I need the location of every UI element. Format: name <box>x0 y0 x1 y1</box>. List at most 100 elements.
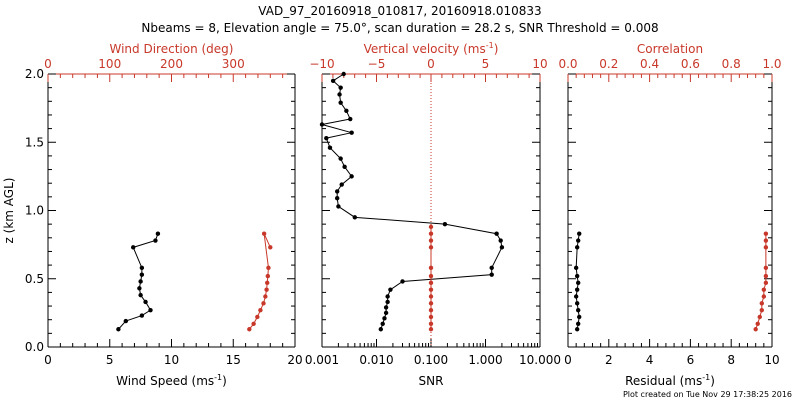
data-point <box>753 327 758 332</box>
x-bottom-tick-label: 0 <box>564 353 572 367</box>
data-point <box>261 301 266 306</box>
data-point <box>761 294 767 299</box>
data-point <box>576 280 581 286</box>
data-point <box>349 174 354 179</box>
x-top-tick-label: 0.2 <box>599 57 618 71</box>
data-point <box>755 321 760 326</box>
data-point <box>428 265 434 271</box>
data-point <box>265 280 270 286</box>
data-point <box>428 245 434 250</box>
data-point <box>763 231 769 236</box>
data-point <box>138 292 143 298</box>
x-bottom-label-wind: Wind Speed (ms-1) <box>116 373 227 388</box>
data-point <box>428 231 434 236</box>
data-point <box>763 273 769 279</box>
data-point <box>385 299 390 305</box>
x-top-tick-label: 1.0 <box>762 57 781 71</box>
data-point <box>255 314 260 320</box>
x-bottom-label-residual: Residual (ms-1) <box>625 373 715 388</box>
data-point <box>757 314 762 320</box>
x-top-label-residual: Correlation <box>637 42 703 56</box>
x-bottom-tick-label: 8 <box>727 353 735 367</box>
data-point <box>763 280 769 286</box>
data-point <box>139 272 145 277</box>
data-point <box>428 301 434 306</box>
data-point <box>499 245 505 250</box>
data-point <box>388 287 393 292</box>
data-point <box>574 273 580 279</box>
data-point <box>139 265 145 271</box>
y-tick-label: 1.0 <box>25 204 44 218</box>
data-point <box>344 108 349 114</box>
data-point <box>148 307 153 313</box>
x-top-label-wind: Wind Direction (deg) <box>110 42 234 56</box>
data-point <box>338 156 343 161</box>
data-point <box>265 273 271 279</box>
data-point <box>349 130 354 135</box>
data-point <box>573 265 579 271</box>
data-point <box>763 238 769 243</box>
data-point <box>759 307 764 313</box>
data-point <box>139 313 145 318</box>
x-top-tick-label: 0.6 <box>681 57 700 71</box>
series-line-snr-0 <box>321 73 503 330</box>
data-point <box>763 245 769 250</box>
x-bottom-label-snr: SNR <box>419 374 444 388</box>
x-bottom-tick-label: 1.000 <box>468 353 502 367</box>
data-point <box>338 100 343 105</box>
data-point <box>348 116 353 122</box>
x-bottom-tick-label: 15 <box>226 353 241 367</box>
data-point <box>489 272 494 277</box>
data-point <box>137 286 142 291</box>
data-point <box>428 294 434 299</box>
x-bottom-tick-label: 5 <box>106 353 114 367</box>
data-point <box>428 273 434 279</box>
data-point <box>759 301 764 306</box>
data-point <box>383 305 389 310</box>
data-point <box>494 231 499 236</box>
data-point <box>763 265 769 271</box>
data-point <box>352 215 358 220</box>
plot-timestamp: Plot created on Tue Nov 29 17:38:25 2016 <box>623 390 792 399</box>
data-point <box>336 204 341 209</box>
data-point <box>258 307 263 313</box>
data-point <box>155 231 161 236</box>
data-point <box>489 265 494 271</box>
data-point <box>330 78 336 84</box>
data-point <box>338 85 343 90</box>
data-point <box>266 265 271 271</box>
x-top-tick-label: 0 <box>427 57 435 71</box>
data-point <box>342 164 347 170</box>
data-point <box>319 122 325 127</box>
data-point <box>339 182 344 187</box>
x-top-tick-label: −10 <box>309 57 334 71</box>
data-point <box>761 287 767 292</box>
x-bottom-tick-label: 0.100 <box>414 353 448 367</box>
data-point <box>337 92 342 97</box>
x-top-tick-label: 200 <box>160 57 183 71</box>
data-point <box>341 71 346 77</box>
data-point <box>334 189 340 194</box>
x-bottom-tick-label: 6 <box>687 353 695 367</box>
y-tick-label: 0.0 <box>25 340 44 354</box>
data-point <box>143 299 148 305</box>
x-bottom-tick-label: 20 <box>287 353 302 367</box>
x-top-tick-label: 300 <box>222 57 245 71</box>
data-point <box>327 145 333 150</box>
data-point <box>261 231 267 236</box>
panel-snr: 0.001 0.010 0.100 1.000 10.000 −10 −5 0 5 10 <box>305 57 561 367</box>
x-top-tick-label: 0.0 <box>558 57 577 71</box>
series-line-wind-0 <box>118 233 159 330</box>
data-point <box>574 327 580 332</box>
data-point <box>574 245 580 250</box>
data-point <box>442 221 448 227</box>
panel-residual: 0 2 4 6 8 10 0.0 0.2 0.4 0.6 0.8 1.0 <box>558 57 781 367</box>
data-point <box>153 238 158 243</box>
x-top-tick-label: 0.8 <box>722 57 741 71</box>
data-point <box>251 321 256 326</box>
y-tick-label: 2.0 <box>25 67 44 81</box>
x-bottom-tick-label: 10 <box>764 353 779 367</box>
data-point <box>428 314 434 320</box>
